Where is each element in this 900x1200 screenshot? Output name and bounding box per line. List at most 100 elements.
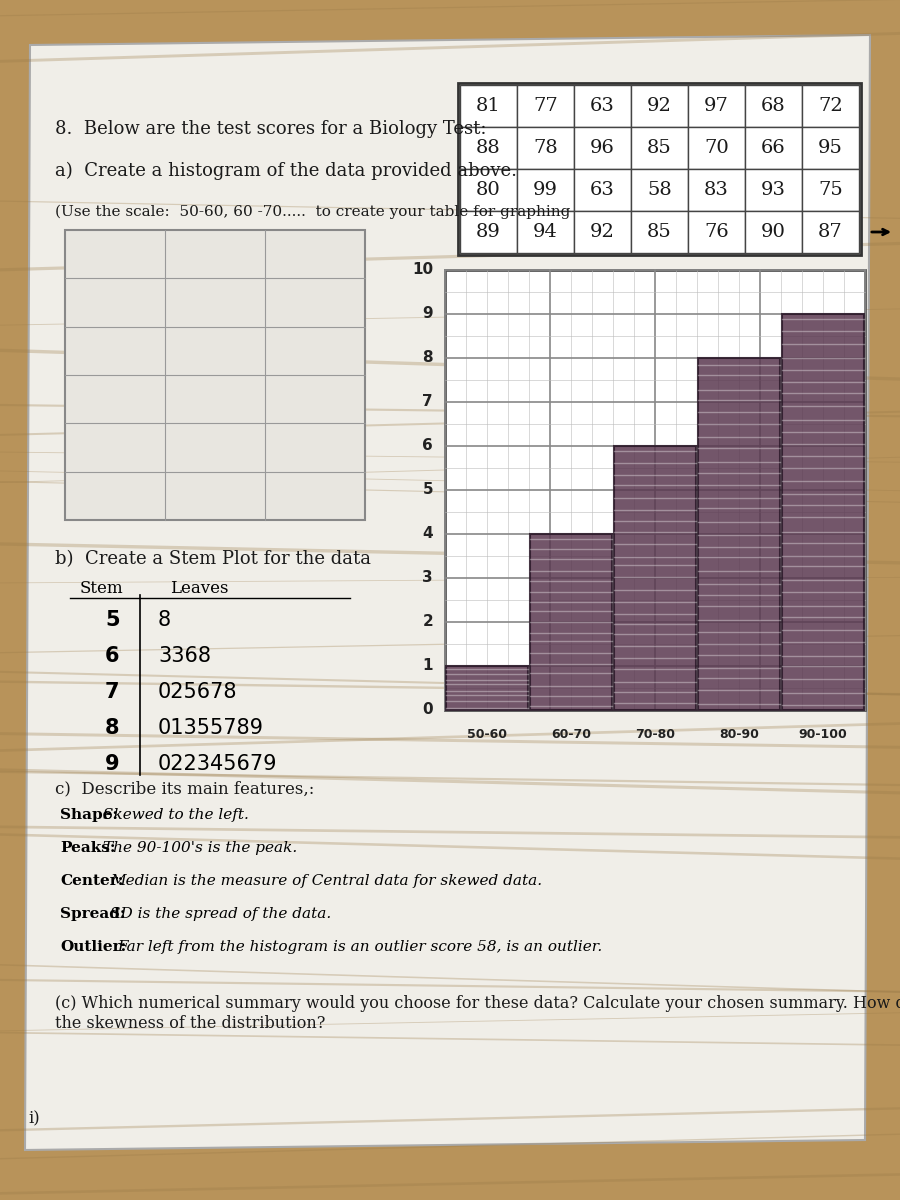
Bar xyxy=(745,85,802,127)
Text: a)  Create a histogram of the data provided above.: a) Create a histogram of the data provid… xyxy=(55,162,517,180)
Text: 022345679: 022345679 xyxy=(158,754,277,774)
Bar xyxy=(445,270,865,710)
Bar xyxy=(631,127,688,169)
Bar xyxy=(530,534,612,710)
Text: 95: 95 xyxy=(818,139,843,157)
Text: 85: 85 xyxy=(647,223,672,241)
Text: 0: 0 xyxy=(422,702,433,718)
Bar xyxy=(745,169,802,211)
Bar xyxy=(631,169,688,211)
Bar xyxy=(688,169,745,211)
Bar xyxy=(745,211,802,253)
Text: 50-60: 50-60 xyxy=(467,728,507,740)
Text: 8: 8 xyxy=(105,718,120,738)
Bar xyxy=(517,85,574,127)
Text: 8: 8 xyxy=(158,610,171,630)
Bar xyxy=(698,358,780,710)
Text: 87: 87 xyxy=(818,223,843,241)
Text: 4: 4 xyxy=(422,527,433,541)
Text: 60-70: 60-70 xyxy=(551,728,591,740)
Bar xyxy=(631,211,688,253)
Text: 92: 92 xyxy=(590,223,615,241)
Text: 76: 76 xyxy=(704,223,729,241)
Text: 94: 94 xyxy=(533,223,558,241)
Text: 5: 5 xyxy=(105,610,120,630)
Bar xyxy=(745,127,802,169)
Text: b)  Create a Stem Plot for the data: b) Create a Stem Plot for the data xyxy=(55,550,371,568)
Text: 89: 89 xyxy=(476,223,501,241)
Text: The 90-100's is the peak.: The 90-100's is the peak. xyxy=(104,841,297,854)
Text: 85: 85 xyxy=(647,139,672,157)
Text: 3: 3 xyxy=(422,570,433,586)
Text: Far left from the histogram is an outlier score 58, is an outlier.: Far left from the histogram is an outlie… xyxy=(118,940,603,954)
Bar xyxy=(517,211,574,253)
Bar xyxy=(782,314,864,710)
Text: SD is the spread of the data.: SD is the spread of the data. xyxy=(111,907,331,922)
Text: (c) Which numerical summary would you choose for these data? Calculate your chos: (c) Which numerical summary would you ch… xyxy=(55,995,900,1032)
Text: 93: 93 xyxy=(761,181,786,199)
Text: 10: 10 xyxy=(412,263,433,277)
Text: 66: 66 xyxy=(761,139,786,157)
Text: 78: 78 xyxy=(533,139,558,157)
Bar xyxy=(688,211,745,253)
Bar xyxy=(458,83,861,254)
Text: 80-90: 80-90 xyxy=(719,728,759,740)
Text: Spread:: Spread: xyxy=(60,907,125,922)
Text: 96: 96 xyxy=(590,139,615,157)
Bar xyxy=(65,230,365,520)
Text: Leaves: Leaves xyxy=(170,580,229,596)
Bar xyxy=(802,85,859,127)
Text: 70: 70 xyxy=(704,139,729,157)
Bar xyxy=(460,127,517,169)
Text: 80: 80 xyxy=(476,181,501,199)
Bar xyxy=(802,169,859,211)
Text: 72: 72 xyxy=(818,97,843,115)
Text: 8.  Below are the test scores for a Biology Test:: 8. Below are the test scores for a Biolo… xyxy=(55,120,487,138)
Text: 9: 9 xyxy=(105,754,120,774)
Text: Center:: Center: xyxy=(60,874,123,888)
Text: 97: 97 xyxy=(704,97,729,115)
Text: 92: 92 xyxy=(647,97,672,115)
Bar xyxy=(631,85,688,127)
Text: 75: 75 xyxy=(818,181,843,199)
Text: 2: 2 xyxy=(422,614,433,630)
Polygon shape xyxy=(25,35,870,1150)
Text: 88: 88 xyxy=(476,139,501,157)
Bar xyxy=(574,211,631,253)
Text: 3368: 3368 xyxy=(158,646,211,666)
Text: 01355789: 01355789 xyxy=(158,718,264,738)
Bar xyxy=(614,446,696,710)
Text: 7: 7 xyxy=(105,682,120,702)
Text: 90: 90 xyxy=(761,223,786,241)
Bar xyxy=(517,127,574,169)
Text: 63: 63 xyxy=(590,97,615,115)
Bar xyxy=(574,169,631,211)
Bar xyxy=(517,169,574,211)
Text: 83: 83 xyxy=(704,181,729,199)
Bar xyxy=(688,85,745,127)
Text: Skewed to the left.: Skewed to the left. xyxy=(104,808,249,822)
Text: 99: 99 xyxy=(533,181,558,199)
Text: 5: 5 xyxy=(422,482,433,498)
Text: Median is the measure of Central data for skewed data.: Median is the measure of Central data fo… xyxy=(111,874,543,888)
Text: Outlier:: Outlier: xyxy=(60,940,126,954)
Text: 70-80: 70-80 xyxy=(635,728,675,740)
Text: 6: 6 xyxy=(105,646,120,666)
Text: i): i) xyxy=(28,1110,40,1127)
Text: 68: 68 xyxy=(761,97,786,115)
Bar xyxy=(688,127,745,169)
Bar xyxy=(574,85,631,127)
Text: c)  Describe its main features,:: c) Describe its main features,: xyxy=(55,780,314,797)
Bar xyxy=(446,666,528,710)
Bar xyxy=(460,85,517,127)
Text: 81: 81 xyxy=(476,97,501,115)
Text: (Use the scale:  50-60, 60 -70.....  to create your table for graphing: (Use the scale: 50-60, 60 -70..... to cr… xyxy=(55,205,571,220)
Bar xyxy=(574,127,631,169)
Text: 6: 6 xyxy=(422,438,433,454)
Text: Shape:: Shape: xyxy=(60,808,118,822)
Text: 63: 63 xyxy=(590,181,615,199)
Text: Peaks:: Peaks: xyxy=(60,841,115,854)
Text: 9: 9 xyxy=(422,306,433,322)
Text: Stem: Stem xyxy=(80,580,123,596)
Text: 7: 7 xyxy=(422,395,433,409)
